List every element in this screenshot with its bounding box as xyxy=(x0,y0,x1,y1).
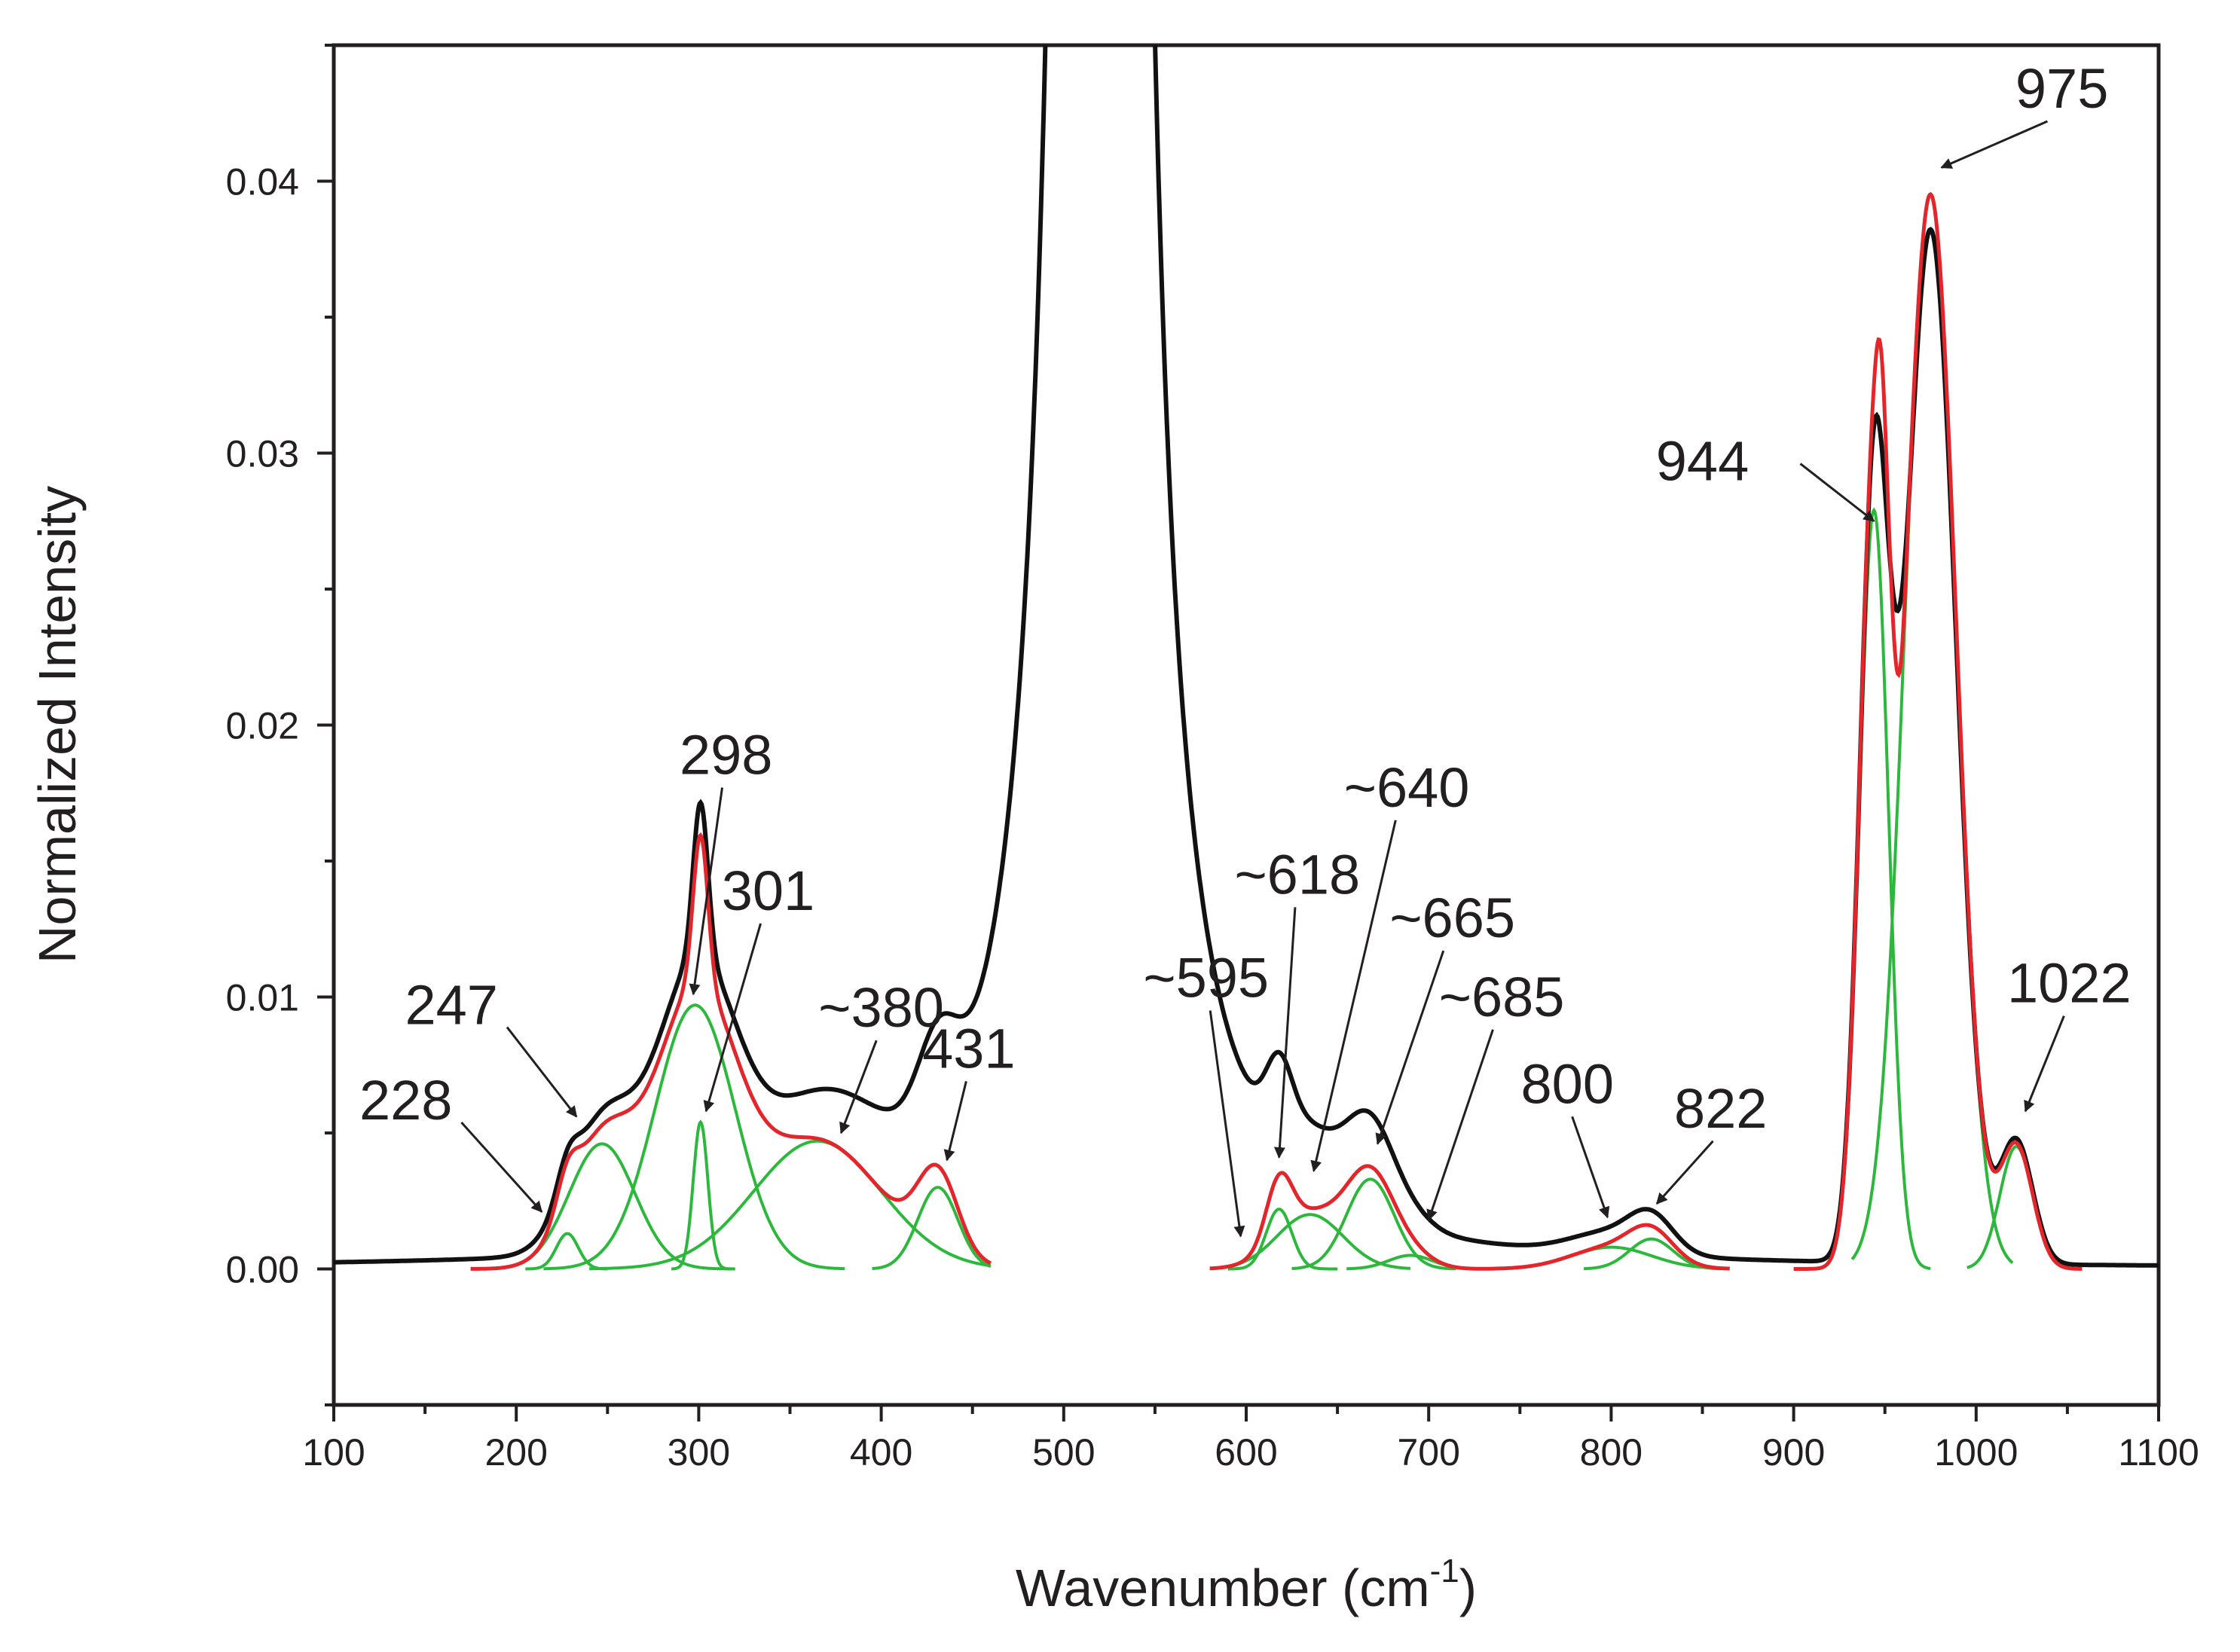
measured-spectrum xyxy=(334,45,2159,1268)
fit-segment xyxy=(1209,1164,1731,1271)
peak-label-approx-640: ~640 xyxy=(1344,756,1470,819)
x-tick-label: 100 xyxy=(302,1431,365,1473)
peak-label-944: 944 xyxy=(1656,430,1749,493)
peak-arrow xyxy=(1209,1010,1245,1238)
peak-label-approx-618: ~618 xyxy=(1234,843,1360,905)
peak-arrow xyxy=(703,923,762,1113)
y-tick-label: 0.03 xyxy=(226,433,299,475)
peak-label-431: 431 xyxy=(922,1017,1015,1079)
x-tick-label: 1000 xyxy=(1934,1431,2018,1473)
y-tick-label: 0.01 xyxy=(226,977,299,1019)
component-peak-635 xyxy=(1218,1213,1410,1270)
peak-arrow xyxy=(1799,463,1875,522)
component-peak-228 xyxy=(525,1232,608,1271)
peak-label-approx-595: ~595 xyxy=(1143,947,1269,1009)
peak-arrow xyxy=(1273,907,1297,1159)
x-axis-title-main: Wavenumber (cm xyxy=(1016,1559,1430,1617)
peak-label-301: 301 xyxy=(722,860,814,922)
x-axis-title-superscript: -1 xyxy=(1430,1553,1459,1589)
peak-arrow xyxy=(1655,1140,1714,1205)
component-peak-298 xyxy=(543,1003,845,1271)
x-tick-label: 200 xyxy=(484,1431,547,1473)
y-axis-title: Normalized Intensity xyxy=(28,486,87,963)
x-tick-label: 900 xyxy=(1762,1431,1825,1473)
x-tick-label: 300 xyxy=(668,1431,730,1473)
component-peak-301 xyxy=(671,1119,732,1271)
peak-arrow xyxy=(943,1081,967,1162)
y-tick-label: 0.00 xyxy=(226,1249,299,1291)
peak-arrow xyxy=(2024,1015,2065,1113)
peak-arrow xyxy=(1310,820,1397,1173)
x-axis-title-close: ) xyxy=(1459,1559,1477,1617)
measured-spectrum-line xyxy=(334,45,2159,1268)
x-tick-label: 400 xyxy=(850,1431,912,1473)
y-tick-label: 0.04 xyxy=(226,161,299,203)
peak-label-approx-380: ~380 xyxy=(818,976,944,1039)
peak-arrow xyxy=(839,1040,878,1134)
peak-arrow xyxy=(1375,950,1445,1145)
component-peak-365 xyxy=(589,1139,992,1271)
peak-label-298: 298 xyxy=(680,723,772,786)
component-peak-822 xyxy=(1583,1237,1721,1271)
peak-arrow xyxy=(460,1121,543,1213)
x-tick-label: 700 xyxy=(1397,1431,1459,1473)
x-tick-label: 800 xyxy=(1580,1431,1643,1473)
component-peak-618 xyxy=(1227,1208,1338,1271)
tick-labels: 100 200 300 400 500 600 700 800 900 1000 1100 0.00 0… xyxy=(226,161,2199,1474)
peak-label-approx-665: ~665 xyxy=(1389,887,1515,949)
peak-label-228: 228 xyxy=(359,1069,452,1131)
peak-label-800: 800 xyxy=(1521,1052,1614,1115)
x-tick-label: 600 xyxy=(1215,1431,1277,1473)
peak-label-approx-685: ~685 xyxy=(1439,966,1565,1028)
peak-label-247: 247 xyxy=(405,974,498,1037)
cumulative-fit xyxy=(470,191,2083,1271)
peak-arrow xyxy=(1571,1116,1610,1219)
fit-segment xyxy=(1793,191,2083,1271)
peak-label-1022: 1022 xyxy=(2007,952,2132,1015)
x-tick-label: 500 xyxy=(1032,1431,1095,1473)
y-tick-label: 0.02 xyxy=(226,705,299,747)
tick-marks xyxy=(317,44,2160,1421)
fit-segment xyxy=(470,832,992,1271)
peak-arrow xyxy=(1426,1029,1494,1221)
peak-arrow xyxy=(506,1026,578,1118)
component-peak-668 xyxy=(1291,1177,1456,1271)
peak-arrow xyxy=(1940,120,2049,169)
peak-label-975: 975 xyxy=(2015,57,2108,120)
x-axis-title: Wavenumber (cm-1) xyxy=(1016,1553,1477,1617)
peak-label-822: 822 xyxy=(1674,1077,1767,1140)
component-peak-431 xyxy=(872,1186,992,1270)
x-tick-label: 1100 xyxy=(2118,1431,2199,1473)
peak-arrow xyxy=(689,787,723,996)
